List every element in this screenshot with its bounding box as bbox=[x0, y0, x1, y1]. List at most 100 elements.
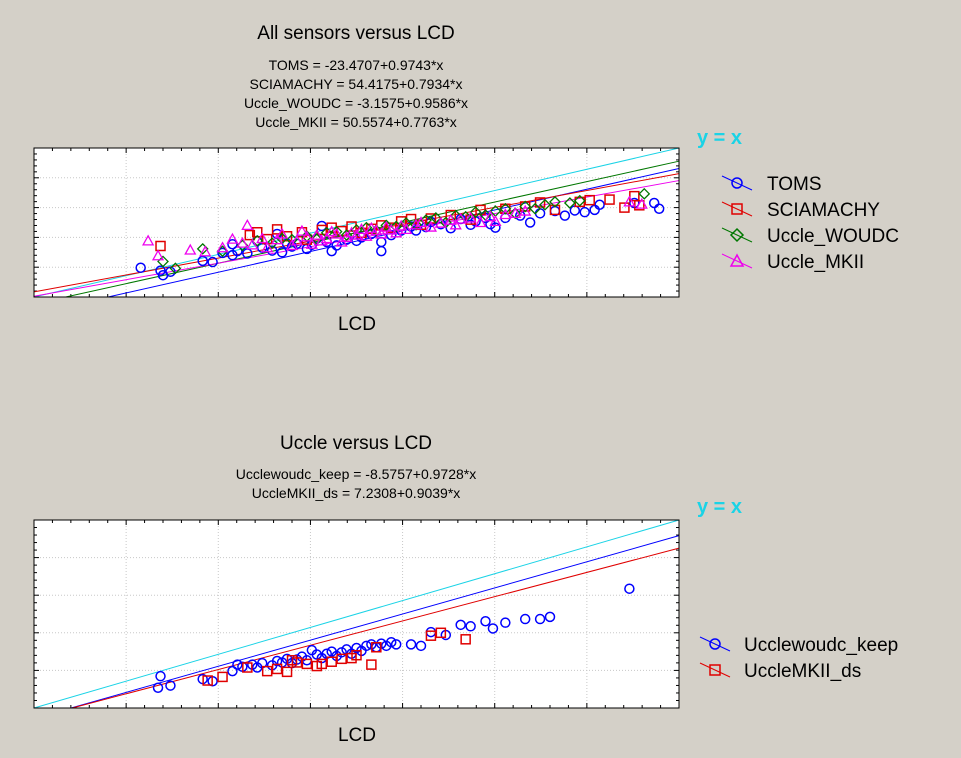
plot-frame bbox=[33, 147, 680, 298]
legend-label: UccleMKII_ds bbox=[744, 661, 861, 682]
chart-title: All sensors versus LCD bbox=[257, 23, 454, 44]
data-point-circle bbox=[559, 210, 571, 221]
data-point-square bbox=[281, 231, 293, 242]
data-point-circle bbox=[266, 245, 278, 256]
circle-marker-icon bbox=[731, 177, 743, 189]
data-point-square bbox=[202, 675, 213, 686]
data-point-diamond bbox=[266, 237, 279, 250]
data-point-triangle bbox=[216, 241, 229, 253]
data-point-square bbox=[619, 202, 630, 213]
data-point-triangle bbox=[370, 224, 383, 236]
data-point-triangle bbox=[395, 219, 408, 231]
chart-uccle: Uccle versus LCD Ucclewoudc_keep = -8.57… bbox=[33, 433, 898, 746]
data-point-circle bbox=[490, 222, 501, 233]
data-point-triangle bbox=[375, 227, 388, 239]
data-point-diamond bbox=[169, 262, 182, 275]
equation-uccle-mkii: Uccle_MKII = 50.5574+0.7763*x bbox=[255, 114, 457, 130]
data-point-circle bbox=[155, 670, 166, 682]
data-point-triangle bbox=[310, 228, 323, 240]
legend-item-uccle-woudc: Uccle_WOUDC bbox=[721, 226, 899, 247]
data-point-diamond bbox=[380, 219, 393, 232]
data-point-triangle bbox=[484, 210, 497, 222]
data-points bbox=[152, 583, 635, 694]
data-point-circle bbox=[217, 247, 228, 259]
data-point-circle bbox=[544, 611, 556, 623]
data-point-triangle bbox=[151, 249, 165, 261]
x-axis-label: LCD bbox=[338, 314, 376, 335]
data-point-triangle bbox=[320, 232, 333, 244]
equation-toms: TOMS = -23.4707+0.9743*x bbox=[269, 57, 444, 73]
data-point-triangle bbox=[199, 245, 212, 257]
data-point-square bbox=[155, 240, 166, 252]
data-point-square bbox=[549, 204, 561, 216]
triangle-marker-icon bbox=[729, 253, 745, 267]
data-point-circle bbox=[455, 619, 466, 631]
diamond-marker-icon bbox=[729, 227, 745, 243]
data-point-diamond bbox=[549, 195, 561, 208]
legend-item-toms: TOMS bbox=[721, 174, 822, 195]
identity-line bbox=[33, 519, 680, 709]
data-point-diamond bbox=[563, 197, 576, 209]
data-point-square bbox=[584, 194, 595, 206]
data-point-triangle bbox=[623, 195, 636, 207]
data-point-circle bbox=[579, 206, 590, 218]
data-point-triangle bbox=[360, 229, 373, 241]
data-point-square bbox=[301, 658, 313, 670]
data-point-square bbox=[351, 649, 362, 661]
data-point-diamond bbox=[539, 198, 551, 211]
data-point-square bbox=[366, 659, 377, 670]
data-point-diamond bbox=[251, 234, 264, 247]
data-point-circle bbox=[165, 680, 176, 691]
data-point-triangle bbox=[449, 218, 462, 230]
data-point-triangle bbox=[315, 234, 328, 246]
data-point-circle bbox=[376, 245, 387, 257]
legend: TOMS SCIAMACHY Uccle_WOUDC Uccle_MKII bbox=[721, 174, 899, 273]
data-point-triangle bbox=[300, 230, 313, 242]
data-points bbox=[135, 187, 665, 281]
data-point-square bbox=[346, 221, 357, 232]
data-point-circle bbox=[405, 639, 417, 650]
x-axis-label: LCD bbox=[338, 725, 376, 746]
data-point-triangle bbox=[434, 216, 447, 228]
circle-marker-icon bbox=[709, 638, 721, 650]
data-point-square bbox=[291, 657, 303, 668]
data-point-circle bbox=[534, 613, 546, 625]
legend-line bbox=[699, 662, 731, 678]
data-point-triangle bbox=[409, 218, 423, 230]
data-point-square bbox=[244, 229, 256, 241]
equation-ucclewoudc-keep: Ucclewoudc_keep = -8.5757+0.9728*x bbox=[236, 466, 477, 482]
data-point-triangle bbox=[464, 211, 477, 223]
legend-item-uccle-mkii: Uccle_MKII bbox=[721, 252, 864, 273]
equation-sciamachy: SCIAMACHY = 54.4175+0.7934*x bbox=[250, 76, 463, 92]
data-point-circle bbox=[135, 262, 146, 274]
data-point-triangle bbox=[365, 221, 378, 233]
data-point-square bbox=[242, 662, 253, 673]
data-point-circle bbox=[594, 199, 605, 210]
data-point-triangle bbox=[184, 243, 197, 255]
legend-item-ucclewoudc-keep: Ucclewoudc_keep bbox=[699, 635, 898, 656]
data-point-diamond bbox=[638, 187, 651, 200]
legend-line bbox=[721, 175, 753, 191]
data-point-triangle bbox=[474, 216, 487, 228]
data-point-diamond bbox=[573, 194, 586, 207]
square-marker-icon bbox=[709, 664, 721, 676]
data-point-square bbox=[425, 630, 437, 641]
data-point-square bbox=[460, 634, 471, 645]
data-point-triangle bbox=[271, 233, 284, 245]
legend-item-sciamachy: SCIAMACHY bbox=[721, 200, 880, 221]
data-point-diamond bbox=[509, 207, 522, 220]
data-point-circle bbox=[271, 655, 283, 667]
legend-label: Uccle_MKII bbox=[767, 252, 864, 273]
data-point-triangle bbox=[330, 227, 343, 239]
legend-label: Ucclewoudc_keep bbox=[744, 635, 898, 656]
equation-ucclemkii-ds: UccleMKII_ds = 7.2308+0.9039*x bbox=[252, 485, 461, 501]
data-point-circle bbox=[207, 256, 218, 268]
data-point-square bbox=[604, 194, 615, 205]
data-point-circle bbox=[385, 636, 397, 648]
data-point-circle bbox=[165, 266, 176, 278]
data-point-square bbox=[271, 663, 283, 675]
data-point-circle bbox=[227, 239, 238, 250]
data-point-triangle bbox=[489, 215, 502, 227]
data-point-circle bbox=[390, 639, 402, 650]
grid bbox=[34, 520, 679, 708]
